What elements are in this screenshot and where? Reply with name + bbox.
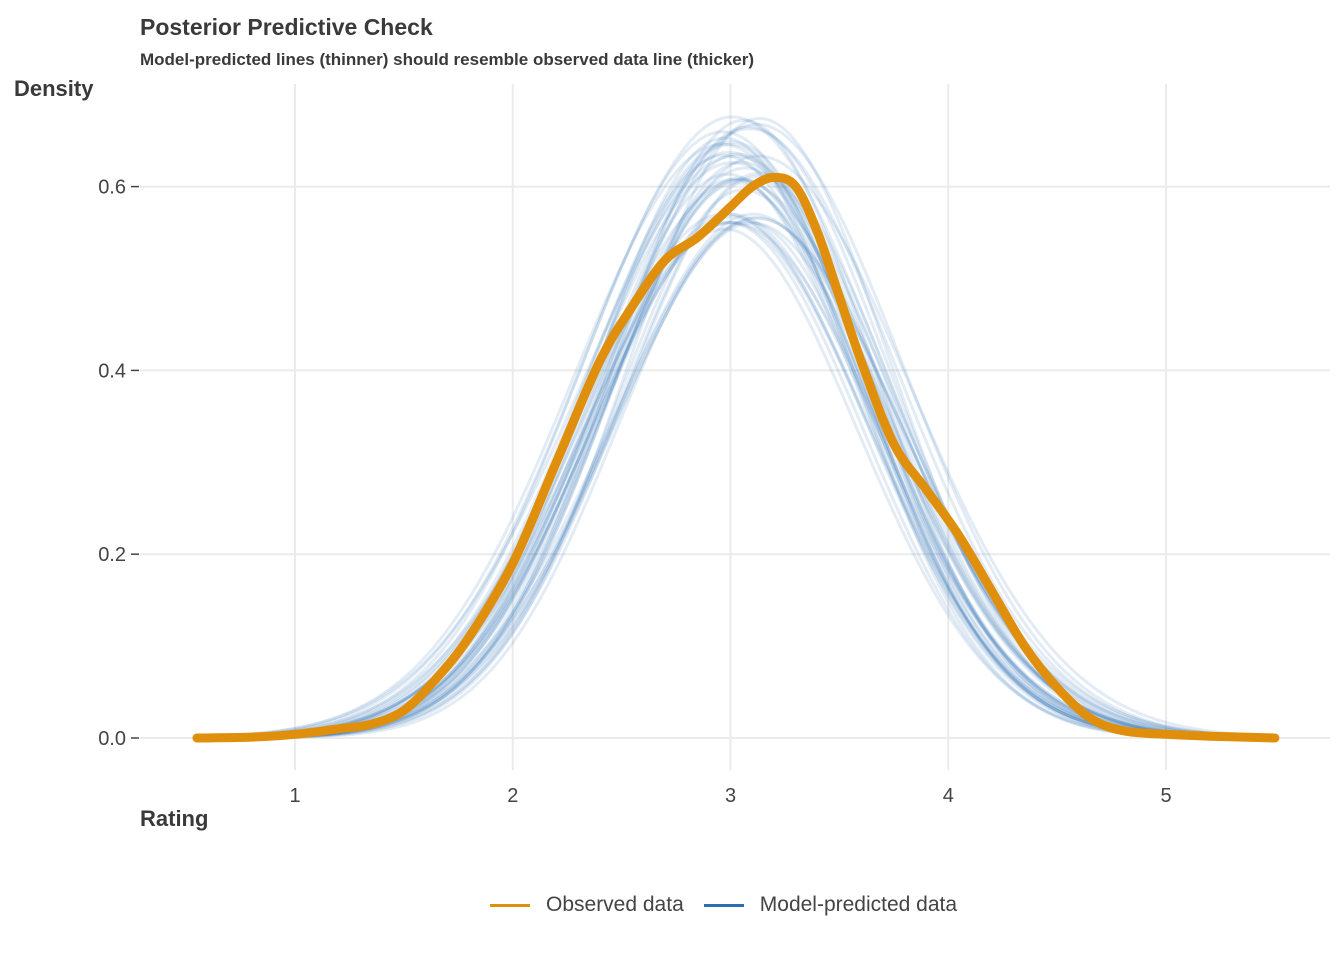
predicted-line: [197, 215, 1273, 740]
chart-subtitle: Model-predicted lines (thinner) should r…: [140, 50, 755, 69]
predicted-line: [197, 143, 1273, 740]
grid-lines: [140, 84, 1330, 770]
predicted-line: [196, 154, 1273, 739]
predicted-line: [196, 142, 1273, 739]
predicted-line: [197, 220, 1273, 740]
observed-line-group: [192, 172, 1280, 743]
predicted-line: [196, 178, 1273, 739]
legend-label-observed: Observed data: [546, 893, 684, 916]
legend-item-observed: Observed data: [490, 893, 684, 917]
legend-label-predicted: Model-predicted data: [759, 893, 958, 916]
predicted-line: [197, 177, 1273, 740]
predicted-line: [197, 178, 1273, 740]
predicted-line: [197, 116, 1273, 740]
predicted-line: [197, 122, 1273, 740]
legend-item-predicted: Model-predicted data: [703, 893, 958, 917]
predicted-line: [197, 212, 1273, 740]
predicted-line: [197, 172, 1273, 740]
x-axis-label: Rating: [140, 806, 209, 831]
predicted-line: [197, 188, 1273, 740]
x-tick-label: 4: [943, 785, 954, 807]
x-tick-label: 5: [1160, 785, 1171, 807]
predicted-line: [196, 127, 1273, 739]
predicted-line: [197, 212, 1273, 740]
predicted-line: [196, 161, 1273, 739]
y-tick-label: 0.2: [98, 544, 126, 566]
plot-area: 1 2 3 4 5 0.0 0.2 0.4 0.6: [98, 84, 1330, 807]
y-tick-label: 0.0: [98, 728, 126, 750]
y-tick-label: 0.6: [98, 177, 126, 199]
model-predicted-lines: [196, 115, 1273, 740]
predicted-line: [197, 171, 1273, 740]
predicted-line: [197, 150, 1273, 740]
legend-swatch-observed: [490, 903, 530, 907]
observed-line: [192, 172, 1280, 743]
y-tick-label: 0.4: [98, 360, 126, 382]
x-tick-label: 2: [507, 785, 518, 807]
chart-title: Posterior Predictive Check: [140, 14, 433, 40]
predicted-line: [197, 160, 1273, 740]
predicted-line: [197, 176, 1273, 740]
predicted-line: [196, 154, 1273, 739]
predicted-line: [196, 115, 1273, 739]
predicted-line: [196, 153, 1273, 740]
legend: Observed data Model-predicted data: [490, 893, 977, 917]
predicted-line: [197, 221, 1273, 740]
x-tick-label: 3: [725, 785, 736, 807]
axis-ticks: 1 2 3 4 5 0.0 0.2 0.4 0.6: [98, 177, 1171, 807]
legend-swatch-predicted: [703, 903, 744, 907]
predicted-line: [197, 221, 1273, 740]
predicted-line: [196, 140, 1273, 739]
x-tick-label: 1: [289, 785, 300, 807]
predicted-line: [197, 220, 1273, 740]
predicted-line: [197, 181, 1273, 740]
predicted-line: [197, 227, 1273, 740]
predicted-line: [197, 152, 1273, 740]
predicted-line: [196, 216, 1273, 740]
predicted-line: [197, 212, 1273, 740]
y-axis-label: Density: [14, 76, 94, 101]
predicted-line: [196, 221, 1273, 740]
predicted-line: [197, 166, 1273, 740]
predicted-line: [197, 216, 1273, 740]
predicted-line: [197, 174, 1273, 740]
